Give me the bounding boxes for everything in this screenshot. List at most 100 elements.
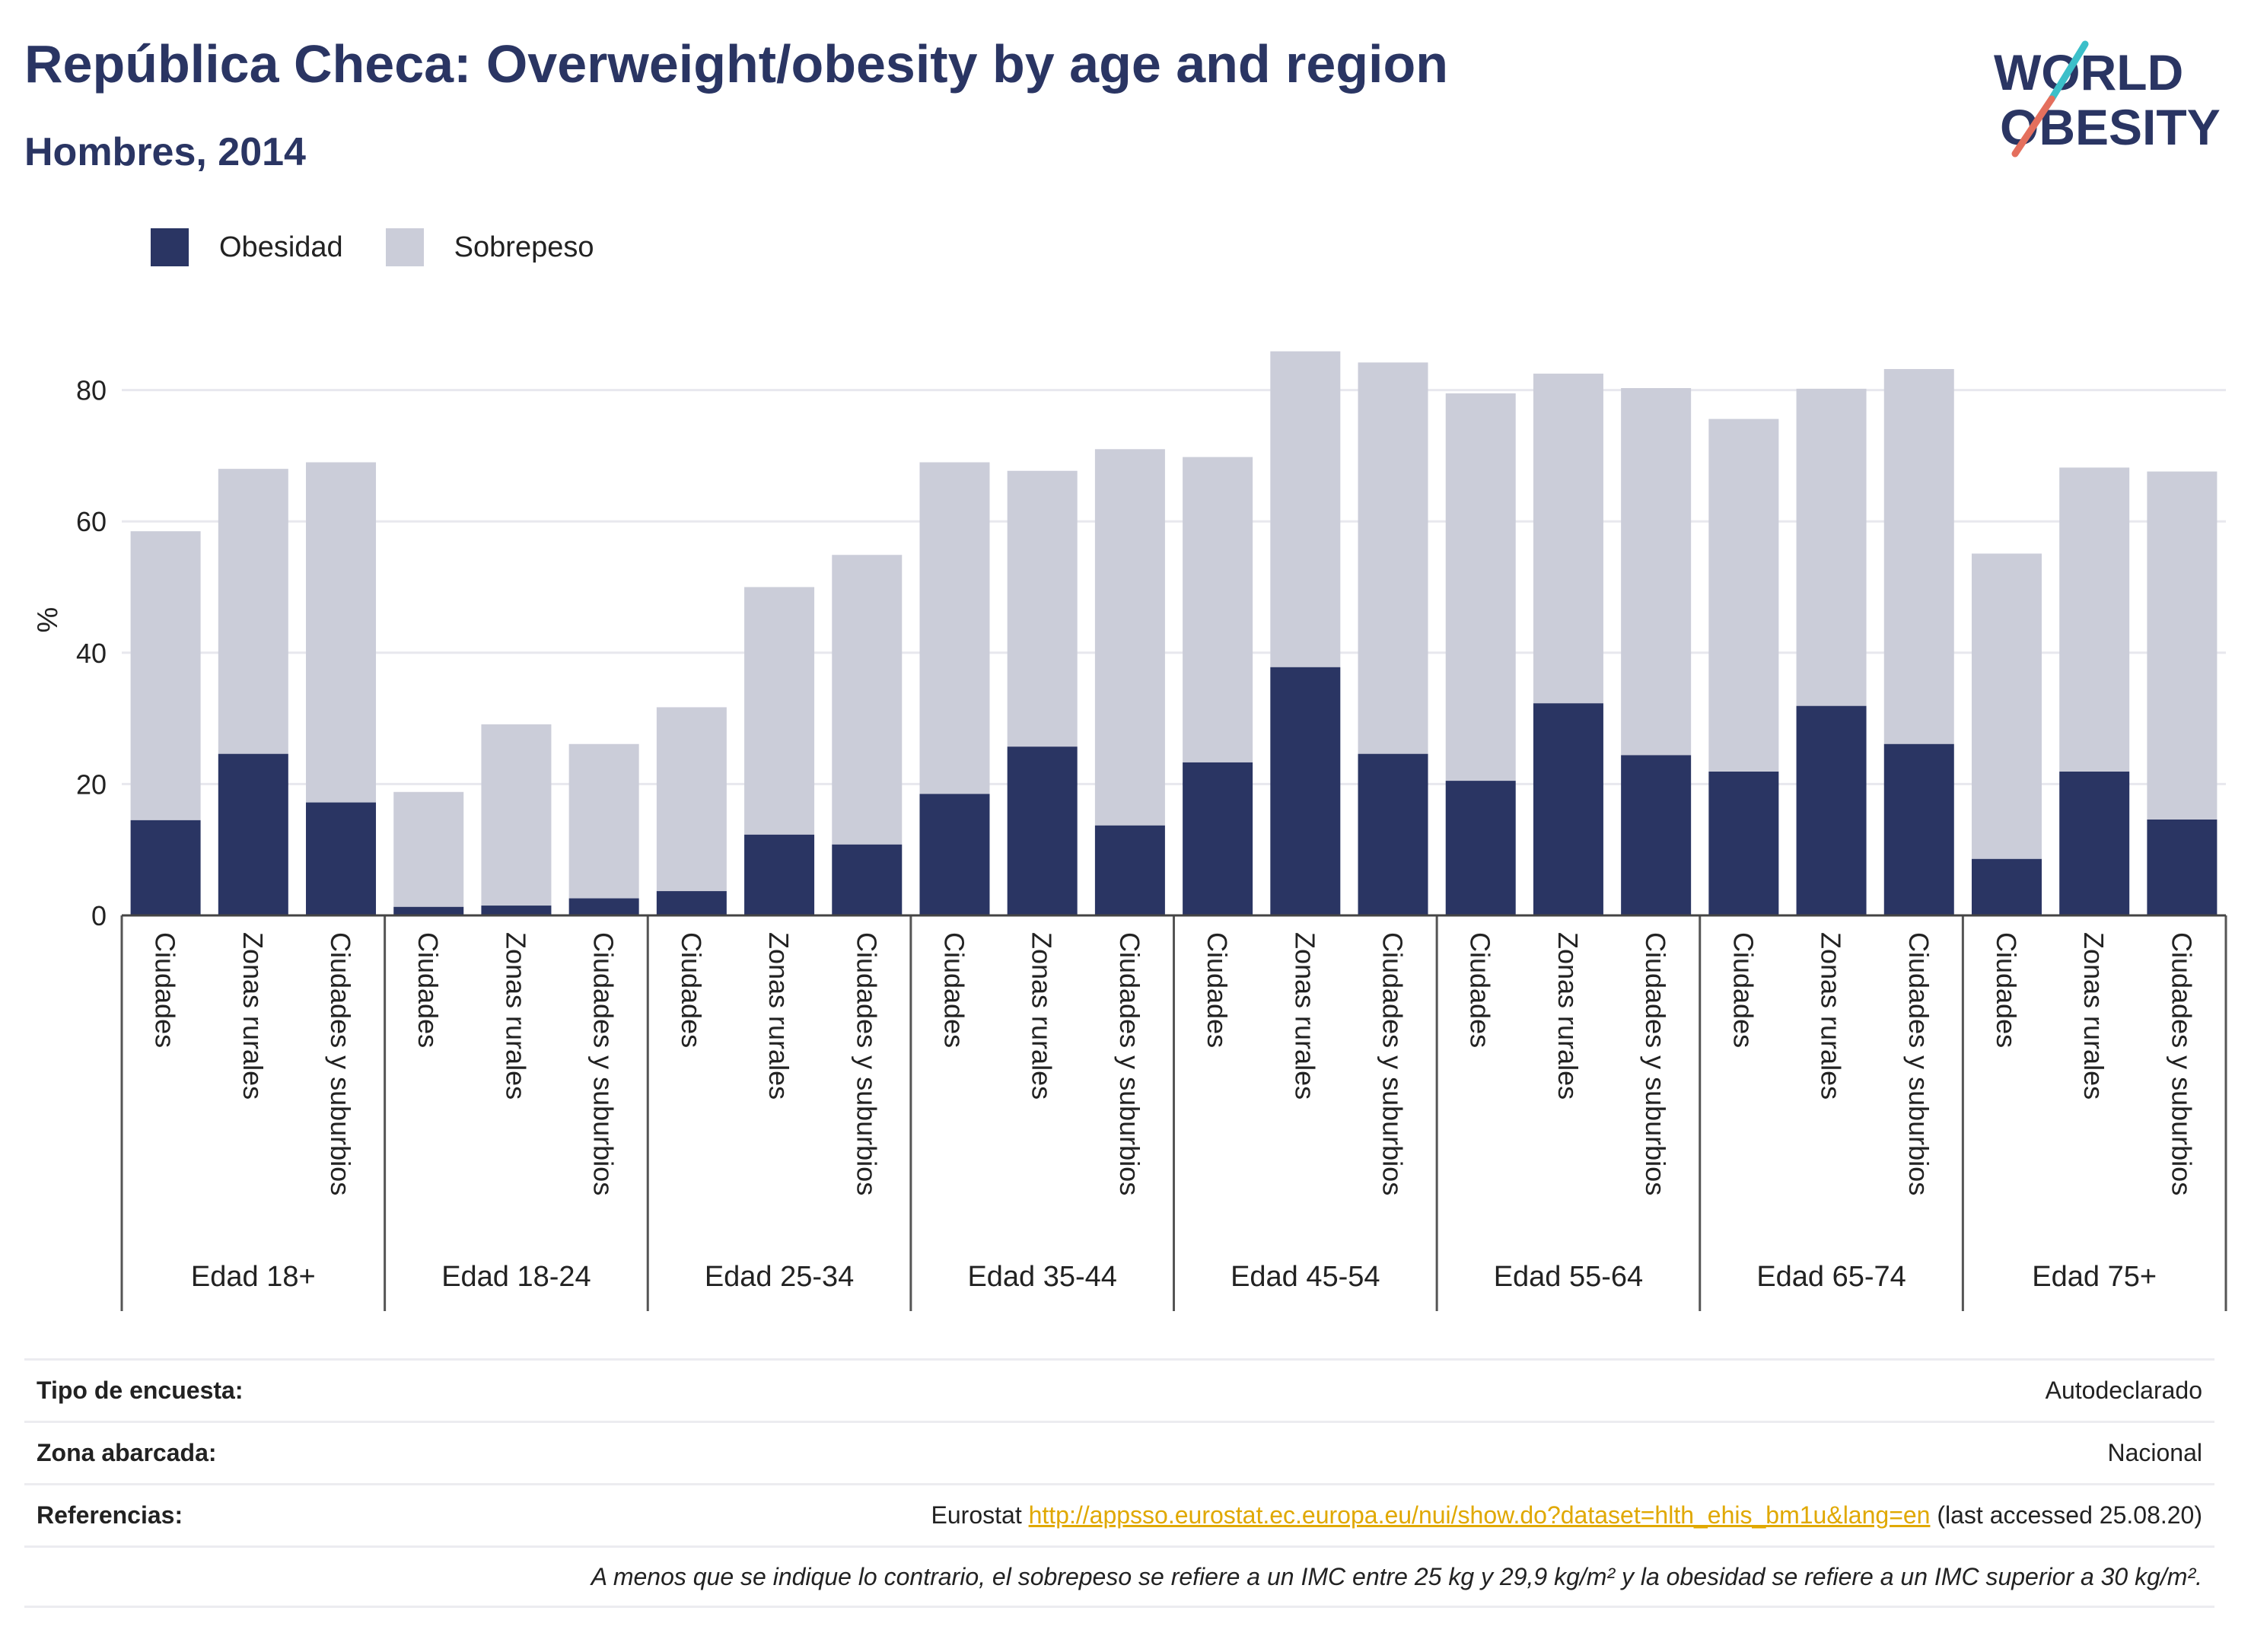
logo-slash-teal: [2048, 40, 2089, 103]
references-accessed: (last accessed 25.08.20): [1937, 1501, 2202, 1529]
x-category-label: Zonas rurales: [1816, 932, 1847, 1100]
x-category-label: Zonas rurales: [237, 932, 269, 1100]
bar-sobrepeso: [306, 462, 377, 803]
x-category-label: Ciudades: [150, 932, 181, 1048]
bar-obesidad: [393, 906, 464, 915]
definition-note: A menos que se indique lo contrario, el …: [591, 1562, 2202, 1590]
bar-sobrepeso: [1094, 449, 1165, 826]
references-value: Eurostat http://appsso.eurostat.ec.europ…: [931, 1501, 2202, 1529]
x-category-label: Ciudades y suburbios: [1114, 932, 1145, 1195]
chart-title: República Checa: Overweight/obesity by a…: [24, 34, 1448, 94]
bar-obesidad: [1533, 703, 1603, 915]
bar-obesidad: [832, 844, 903, 915]
x-category-label: Zonas rurales: [763, 932, 794, 1100]
x-category-label: Zonas rurales: [500, 932, 531, 1100]
bar-sobrepeso: [130, 531, 201, 820]
bar-sobrepeso: [1883, 368, 1954, 744]
bar-sobrepeso: [656, 707, 727, 892]
bar-obesidad: [1007, 746, 1078, 915]
x-category-label: Zonas rurales: [2078, 932, 2109, 1100]
legend: Obesidad Sobrepeso: [151, 224, 636, 270]
info-row-area: Zona abarcada: Nacional: [24, 1421, 2214, 1483]
x-group-label: Edad 45-54: [1231, 1261, 1380, 1293]
bar-obesidad: [1621, 755, 1692, 915]
x-category-label: Ciudades y suburbios: [1640, 932, 1671, 1195]
x-category-label: Ciudades: [1991, 932, 2022, 1048]
bar-obesidad: [1183, 762, 1253, 915]
logo-slash-coral: [2011, 95, 2055, 158]
x-category-label: Ciudades y suburbios: [851, 932, 882, 1195]
bar-sobrepeso: [1007, 470, 1078, 747]
bar-obesidad: [1094, 825, 1165, 915]
bar-sobrepeso: [1445, 393, 1516, 781]
x-group-label: Edad 75+: [2032, 1261, 2157, 1293]
bar-obesidad: [1883, 743, 1954, 915]
x-group-label: Edad 18+: [191, 1261, 316, 1293]
bar-sobrepeso: [1270, 351, 1341, 667]
references-label: Referencias:: [37, 1501, 183, 1529]
bar-sobrepeso: [919, 462, 990, 794]
bar-obesidad: [218, 753, 288, 915]
x-category-label: Ciudades y suburbios: [2166, 932, 2197, 1195]
bar-sobrepeso: [1621, 388, 1692, 756]
x-category-label: Zonas rurales: [1552, 932, 1584, 1100]
x-group-label: Edad 25-34: [705, 1261, 855, 1293]
area-value: Nacional: [2107, 1439, 2202, 1466]
bar-obesidad: [656, 891, 727, 915]
bar-obesidad: [919, 794, 990, 915]
y-tick-label: 80: [76, 375, 107, 406]
legend-item-sobrepeso[interactable]: Sobrepeso: [385, 228, 594, 266]
bar-sobrepeso: [1708, 419, 1779, 772]
bar-sobrepeso: [832, 555, 903, 845]
bar-obesidad: [1270, 667, 1341, 915]
legend-label-obesidad: Obesidad: [219, 231, 343, 263]
legend-label-sobrepeso: Sobrepeso: [454, 231, 594, 263]
bar-obesidad: [306, 802, 377, 915]
bar-sobrepeso: [1183, 457, 1253, 762]
info-table: Tipo de encuesta: Autodeclarado Zona aba…: [24, 1358, 2214, 1608]
legend-swatch-obesidad: [151, 228, 189, 266]
x-category-label: Ciudades y suburbios: [1377, 932, 1409, 1195]
references-source: Eurostat: [931, 1501, 1022, 1529]
x-category-label: Ciudades: [1202, 932, 1233, 1048]
x-group-label: Edad 35-44: [967, 1261, 1117, 1293]
y-axis-label: %: [32, 607, 64, 633]
bar-obesidad: [1971, 858, 2042, 915]
chart-subtitle: Hombres, 2014: [24, 130, 306, 174]
bar-obesidad: [1445, 781, 1516, 915]
bar-obesidad: [2147, 820, 2218, 915]
x-group-label: Edad 55-64: [1494, 1261, 1644, 1293]
world-obesity-logo: WORLD OBESITY: [1994, 40, 2221, 158]
bar-sobrepeso: [1796, 388, 1867, 706]
bar-obesidad: [1708, 772, 1779, 915]
x-category-label: Zonas rurales: [1027, 932, 1058, 1100]
bar-sobrepeso: [2147, 471, 2218, 820]
bar-obesidad: [744, 834, 815, 915]
y-tick-label: 20: [76, 769, 107, 800]
survey-label: Tipo de encuesta:: [37, 1377, 244, 1404]
x-category-label: Ciudades: [1727, 932, 1759, 1048]
legend-item-obesidad[interactable]: Obesidad: [151, 228, 343, 266]
bar-sobrepeso: [393, 791, 464, 907]
stacked-bar-chart: 0 20 40 60 80% Ciudades Zonas rurales Ciudades …: [32, 351, 2227, 1311]
bar-sobrepeso: [481, 724, 552, 906]
bar-sobrepeso: [568, 743, 639, 899]
x-category-label: Ciudades: [1465, 932, 1496, 1048]
bar-sobrepeso: [1971, 553, 2042, 859]
x-category-label: Ciudades: [412, 932, 444, 1048]
y-tick-label: 40: [76, 638, 107, 669]
references-link[interactable]: http://appsso.eurostat.ec.europa.eu/nui/…: [1028, 1501, 1931, 1529]
x-category-label: Ciudades y suburbios: [588, 932, 619, 1195]
info-row-references: Referencias: Eurostat http://appsso.euro…: [24, 1483, 2214, 1545]
bar-sobrepeso: [2059, 467, 2130, 772]
bar-obesidad: [1358, 753, 1428, 915]
bar-obesidad: [1796, 705, 1867, 915]
survey-value: Autodeclarado: [2045, 1377, 2202, 1404]
info-row-note: A menos que se indique lo contrario, el …: [24, 1545, 2214, 1608]
bar-sobrepeso: [744, 587, 815, 835]
x-group-label: Edad 18-24: [441, 1261, 591, 1293]
bar-obesidad: [2059, 772, 2130, 915]
bar-obesidad: [130, 820, 201, 915]
bar-obesidad: [481, 906, 552, 915]
x-category-label: Ciudades y suburbios: [1903, 932, 1934, 1195]
